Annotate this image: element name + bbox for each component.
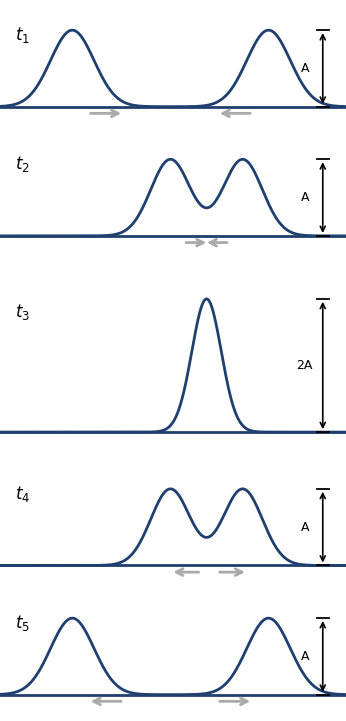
Text: $t_1$: $t_1$ [16, 25, 30, 45]
Text: $t_4$: $t_4$ [16, 484, 31, 504]
Text: A: A [300, 521, 309, 534]
Text: A: A [300, 191, 309, 204]
Text: $t_5$: $t_5$ [16, 613, 30, 633]
Text: $t_3$: $t_3$ [16, 302, 30, 322]
Text: A: A [300, 62, 309, 75]
Text: $t_2$: $t_2$ [16, 154, 30, 174]
Text: 2A: 2A [297, 359, 313, 372]
Text: A: A [300, 650, 309, 663]
